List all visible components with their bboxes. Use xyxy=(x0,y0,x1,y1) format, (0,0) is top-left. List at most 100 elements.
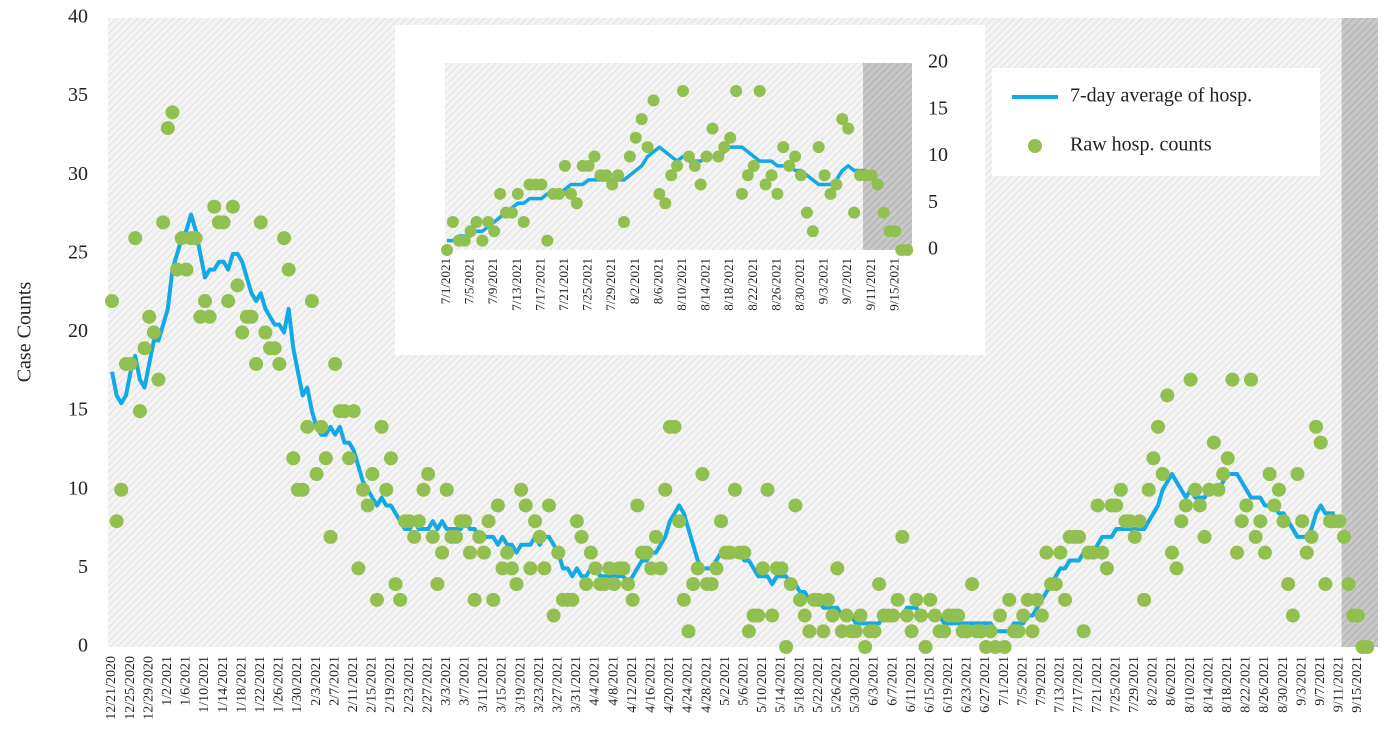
raw-point xyxy=(272,356,287,371)
raw-point xyxy=(872,577,887,592)
raw-point xyxy=(1053,545,1068,560)
x-tick-label: 8/22/2021 xyxy=(1239,656,1254,713)
x-tick-label: 8/10/2021 xyxy=(674,258,689,311)
x-tick-label: 7/13/2021 xyxy=(509,258,524,311)
raw-point xyxy=(1253,514,1268,529)
raw-point xyxy=(800,206,813,219)
raw-point xyxy=(553,187,566,200)
raw-point xyxy=(1281,577,1296,592)
x-tick-label: 7/9/2021 xyxy=(485,258,500,304)
raw-point xyxy=(783,577,798,592)
raw-point xyxy=(795,169,807,182)
raw-point xyxy=(383,451,398,466)
x-tick-label: 1/10/2021 xyxy=(197,656,212,713)
raw-point xyxy=(1230,545,1245,560)
raw-point xyxy=(997,640,1012,654)
raw-point xyxy=(494,187,507,200)
raw-point xyxy=(482,215,495,228)
raw-point xyxy=(771,187,784,200)
raw-point xyxy=(517,215,530,228)
raw-point xyxy=(1183,372,1198,387)
inset-plot: 0 5 10 15 20 7/1/2021 7/5/2021 7/9/2021 7/13/202… xyxy=(438,51,948,311)
x-tick-label: 5/30/2021 xyxy=(848,656,863,713)
raw-point xyxy=(582,159,595,172)
raw-point xyxy=(653,187,666,200)
x-tick-label: 8/18/2021 xyxy=(721,258,736,311)
raw-point xyxy=(1216,467,1231,482)
raw-point xyxy=(747,159,760,172)
raw-point xyxy=(1239,498,1254,513)
raw-point xyxy=(777,141,790,154)
raw-point xyxy=(490,498,505,513)
raw-point xyxy=(486,592,501,607)
x-tick-label: 3/7/2021 xyxy=(458,656,473,706)
x-tick-label: 5/26/2021 xyxy=(829,656,844,713)
raw-point xyxy=(551,545,566,560)
y-tick-label: 35 xyxy=(68,84,88,106)
x-tick-label: 9/3/2021 xyxy=(816,258,831,304)
raw-point xyxy=(132,404,147,419)
raw-point xyxy=(249,356,264,371)
raw-point xyxy=(629,131,642,144)
x-tick-label: 3/23/2021 xyxy=(532,656,547,713)
average-line xyxy=(447,145,866,243)
x-tick-label: 9/15/2021 xyxy=(886,258,901,311)
raw-point xyxy=(565,592,580,607)
x-tick-label: 8/26/2021 xyxy=(1257,656,1272,713)
raw-point xyxy=(1192,498,1207,513)
x-tick-label: 7/1/2021 xyxy=(438,258,453,304)
raw-point xyxy=(244,309,259,324)
raw-point xyxy=(1350,608,1365,623)
raw-point xyxy=(128,231,143,246)
raw-point xyxy=(123,356,138,371)
raw-point xyxy=(346,404,361,419)
raw-point xyxy=(518,498,533,513)
x-tick-label: 3/27/2021 xyxy=(551,656,566,713)
x-tick-label: 3/31/2021 xyxy=(569,656,584,713)
raw-point xyxy=(682,150,695,163)
raw-point xyxy=(188,231,203,246)
raw-point xyxy=(755,561,770,576)
x-tick-label: 4/16/2021 xyxy=(644,656,659,713)
raw-point xyxy=(741,169,754,182)
raw-point xyxy=(923,592,938,607)
raw-point xyxy=(476,234,489,247)
raw-point xyxy=(1039,545,1054,560)
raw-point xyxy=(488,225,501,238)
raw-point xyxy=(570,197,583,210)
x-tick-label: 12/21/2020 xyxy=(104,656,119,720)
raw-point xyxy=(1132,514,1147,529)
raw-point xyxy=(1178,498,1193,513)
raw-point xyxy=(1234,514,1249,529)
raw-point xyxy=(1155,467,1170,482)
raw-point xyxy=(464,225,477,238)
raw-point xyxy=(1151,419,1166,434)
x-tick-label: 5/6/2021 xyxy=(736,656,751,706)
raw-point xyxy=(965,577,980,592)
x-tick-label: 1/22/2021 xyxy=(253,656,268,713)
raw-point xyxy=(1146,451,1161,466)
x-tick-label: 8/14/2021 xyxy=(698,258,713,311)
raw-point xyxy=(616,561,631,576)
raw-point xyxy=(909,592,924,607)
y-tick-label: 0 xyxy=(78,635,88,657)
x-tick-label: 8/2/2021 xyxy=(627,258,642,304)
raw-point xyxy=(737,545,752,560)
raw-point xyxy=(318,451,333,466)
raw-point xyxy=(899,608,914,623)
y-tick-label: 5 xyxy=(78,556,88,578)
x-tick-label: 3/11/2021 xyxy=(476,656,491,712)
raw-point xyxy=(621,577,636,592)
raw-point xyxy=(839,608,854,623)
raw-point xyxy=(730,85,743,98)
raw-point xyxy=(564,187,577,200)
x-tick-label: 8/6/2021 xyxy=(650,258,665,304)
raw-point xyxy=(774,561,789,576)
raw-point xyxy=(736,187,748,200)
raw-point xyxy=(1095,545,1110,560)
raw-point xyxy=(356,482,371,497)
raw-point xyxy=(788,498,803,513)
y-tick-label: 20 xyxy=(68,320,88,342)
raw-point xyxy=(1257,545,1272,560)
raw-point xyxy=(304,294,319,309)
